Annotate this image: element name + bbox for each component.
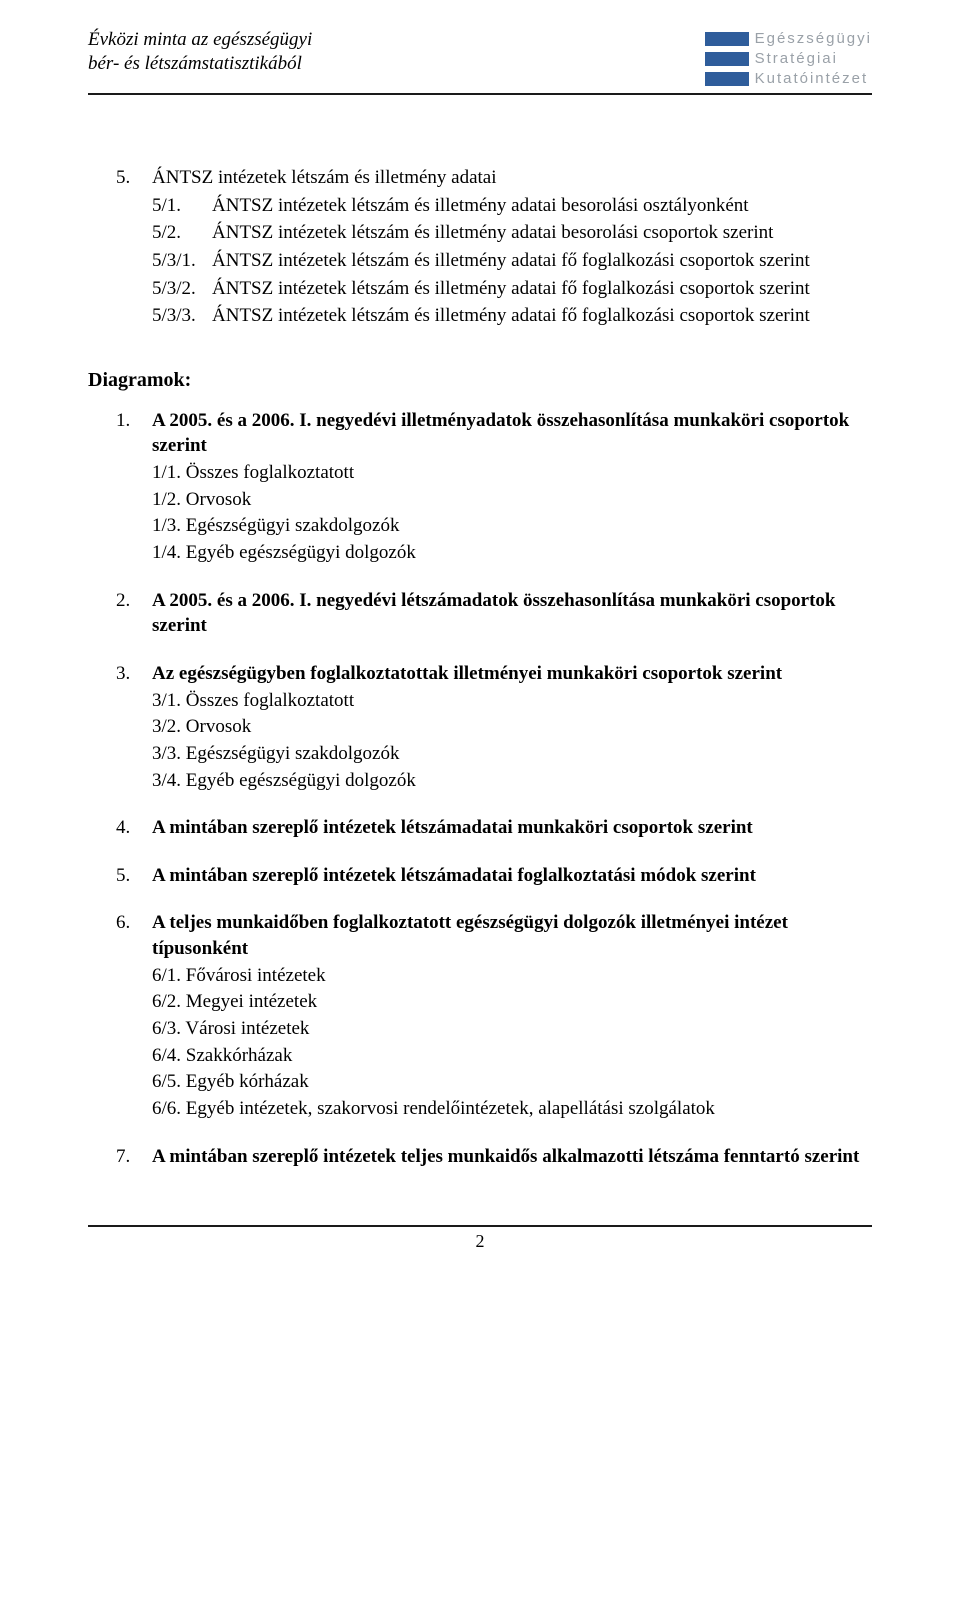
logo-text-1: Egészségügyi: [755, 30, 872, 47]
diagram-item: 2.A 2005. és a 2006. I. negyedévi létszá…: [116, 588, 872, 639]
diagram-number: 3.: [116, 661, 152, 687]
diagram-subitem: 6/2. Megyei intézetek: [152, 989, 872, 1015]
logo-row-1: Egészségügyi: [705, 30, 872, 47]
logo-row-3: Kutatóintézet: [705, 70, 872, 87]
section-5-item: 5/3/2.ÁNTSZ intézetek létszám és illetmé…: [152, 276, 872, 302]
diagram-subitem: 1/4. Egyéb egészségügyi dolgozók: [152, 540, 872, 566]
page-footer: 2: [88, 1225, 872, 1252]
header-title-line1: Évközi minta az egészségügyi: [88, 29, 312, 50]
section-5-title: ÁNTSZ intézetek létszám és illetmény ada…: [152, 165, 872, 191]
section-5-item: 5/3/3.ÁNTSZ intézetek létszám és illetmé…: [152, 303, 872, 329]
diagram-subitem: 3/3. Egészségügyi szakdolgozók: [152, 741, 872, 767]
section-5-head: 5. ÁNTSZ intézetek létszám és illetmény …: [116, 165, 872, 191]
diagram-item: 6.A teljes munkaidőben foglalkoztatott e…: [116, 910, 872, 1121]
logo-box-icon: [705, 52, 749, 66]
item-number: 5/1.: [152, 193, 212, 219]
diagram-subitem: 3/2. Orvosok: [152, 714, 872, 740]
diagram-title: A 2005. és a 2006. I. negyedévi illetmén…: [152, 408, 872, 459]
footer-rule: [88, 1225, 872, 1227]
diagram-number: 5.: [116, 863, 152, 889]
logo-text-3: Kutatóintézet: [755, 70, 869, 87]
diagram-number: 6.: [116, 910, 152, 936]
diagram-title: A mintában szereplő intézetek létszámada…: [152, 863, 872, 889]
diagram-subitem: 6/6. Egyéb intézetek, szakorvosi rendelő…: [152, 1096, 872, 1122]
diagrams-heading: Diagramok:: [88, 369, 872, 392]
item-text: ÁNTSZ intézetek létszám és illetmény ada…: [212, 248, 872, 274]
section-5-item: 5/2.ÁNTSZ intézetek létszám és illetmény…: [152, 220, 872, 246]
diagram-item-head: 2.A 2005. és a 2006. I. negyedévi létszá…: [116, 588, 872, 639]
logo-row-2: Stratégiai: [705, 50, 872, 67]
diagram-title: A teljes munkaidőben foglalkoztatott egé…: [152, 910, 872, 961]
diagram-number: 1.: [116, 408, 152, 434]
item-text: ÁNTSZ intézetek létszám és illetmény ada…: [212, 220, 872, 246]
diagram-title: A mintában szereplő intézetek létszámada…: [152, 815, 872, 841]
diagram-item: 3.Az egészségügyben foglalkoztatottak il…: [116, 661, 872, 793]
diagram-item-head: 6.A teljes munkaidőben foglalkoztatott e…: [116, 910, 872, 961]
item-text: ÁNTSZ intézetek létszám és illetmény ada…: [212, 276, 872, 302]
diagram-number: 7.: [116, 1144, 152, 1170]
diagram-item-head: 3.Az egészségügyben foglalkoztatottak il…: [116, 661, 872, 687]
item-number: 5/2.: [152, 220, 212, 246]
diagram-item-head: 7.A mintában szereplő intézetek teljes m…: [116, 1144, 872, 1170]
page-number: 2: [88, 1231, 872, 1252]
diagram-subitem: 6/1. Fővárosi intézetek: [152, 963, 872, 989]
section-5-item: 5/1.ÁNTSZ intézetek létszám és illetmény…: [152, 193, 872, 219]
section-5-number: 5.: [116, 165, 152, 191]
header-logo: Egészségügyi Stratégiai Kutatóintézet: [705, 28, 872, 87]
diagram-title: A mintában szereplő intézetek teljes mun…: [152, 1144, 872, 1170]
page-header: Évközi minta az egészségügyi bér- és lét…: [88, 28, 872, 87]
diagram-sublist: 6/1. Fővárosi intézetek6/2. Megyei intéz…: [152, 963, 872, 1122]
diagram-subitem: 3/1. Összes foglalkoztatott: [152, 688, 872, 714]
diagram-subitem: 6/3. Városi intézetek: [152, 1016, 872, 1042]
diagram-item: 4.A mintában szereplő intézetek létszáma…: [116, 815, 872, 841]
header-rule: [88, 93, 872, 95]
logo-box-icon: [705, 72, 749, 86]
diagram-item: 1.A 2005. és a 2006. I. negyedévi illetm…: [116, 408, 872, 566]
section-5-items: 5/1.ÁNTSZ intézetek létszám és illetmény…: [116, 193, 872, 329]
item-number: 5/3/3.: [152, 303, 212, 329]
diagram-subitem: 6/4. Szakkórházak: [152, 1043, 872, 1069]
diagram-sublist: 3/1. Összes foglalkoztatott3/2. Orvosok3…: [152, 688, 872, 794]
diagram-subitem: 1/2. Orvosok: [152, 487, 872, 513]
item-number: 5/3/2.: [152, 276, 212, 302]
header-title: Évközi minta az egészségügyi bér- és lét…: [88, 28, 312, 76]
section-5: 5. ÁNTSZ intézetek létszám és illetmény …: [116, 165, 872, 329]
diagram-subitem: 1/1. Összes foglalkoztatott: [152, 460, 872, 486]
diagrams-list: 1.A 2005. és a 2006. I. negyedévi illetm…: [116, 408, 872, 1169]
logo-box-icon: [705, 32, 749, 46]
header-title-line2: bér- és létszámstatisztikából: [88, 53, 302, 74]
diagram-item-head: 1.A 2005. és a 2006. I. negyedévi illetm…: [116, 408, 872, 459]
diagram-subitem: 6/5. Egyéb kórházak: [152, 1069, 872, 1095]
diagram-item: 7.A mintában szereplő intézetek teljes m…: [116, 1144, 872, 1170]
diagram-sublist: 1/1. Összes foglalkoztatott1/2. Orvosok1…: [152, 460, 872, 566]
diagram-item-head: 5.A mintában szereplő intézetek létszáma…: [116, 863, 872, 889]
diagram-subitem: 1/3. Egészségügyi szakdolgozók: [152, 513, 872, 539]
diagram-number: 4.: [116, 815, 152, 841]
diagram-title: A 2005. és a 2006. I. negyedévi létszáma…: [152, 588, 872, 639]
section-5-item: 5/3/1.ÁNTSZ intézetek létszám és illetmé…: [152, 248, 872, 274]
diagram-number: 2.: [116, 588, 152, 614]
diagram-subitem: 3/4. Egyéb egészségügyi dolgozók: [152, 768, 872, 794]
item-number: 5/3/1.: [152, 248, 212, 274]
diagram-title: Az egészségügyben foglalkoztatottak ille…: [152, 661, 872, 687]
diagram-item-head: 4.A mintában szereplő intézetek létszáma…: [116, 815, 872, 841]
diagram-item: 5.A mintában szereplő intézetek létszáma…: [116, 863, 872, 889]
item-text: ÁNTSZ intézetek létszám és illetmény ada…: [212, 303, 872, 329]
item-text: ÁNTSZ intézetek létszám és illetmény ada…: [212, 193, 872, 219]
logo-text-2: Stratégiai: [755, 50, 838, 67]
